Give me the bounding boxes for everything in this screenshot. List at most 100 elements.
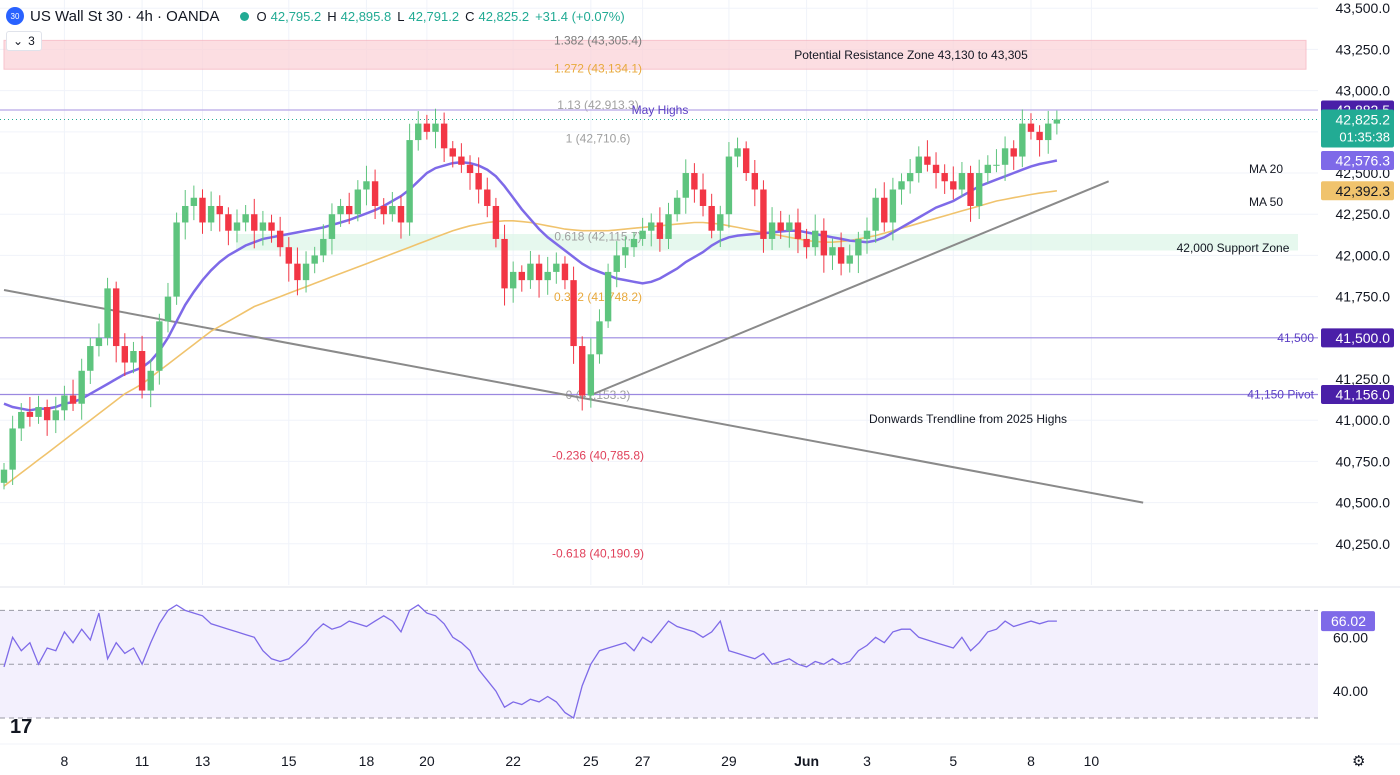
ma50-price-tag: 42,392.3 [1336, 183, 1391, 199]
x-tick-label: Jun [794, 753, 819, 769]
candle [52, 410, 59, 421]
high-value: 42,895.8 [340, 8, 392, 24]
rsi-tick-label: 60.00 [1333, 629, 1368, 645]
close-label: C [465, 8, 475, 24]
candle [397, 205, 405, 223]
candle [112, 288, 120, 347]
level-price-tag-bg [1321, 328, 1394, 348]
tradingview-logo-icon[interactable]: 17 [10, 716, 33, 738]
candle [156, 321, 163, 371]
candle [138, 351, 146, 391]
current-price-tag-bg [1321, 109, 1394, 148]
close-value: 42,825.2 [478, 8, 530, 24]
level-price-tag: 41,156.0 [1336, 387, 1391, 403]
candle [216, 205, 223, 215]
ma50-line [3, 190, 1058, 487]
candle [777, 222, 784, 231]
candle [233, 222, 241, 231]
candle [251, 214, 258, 231]
trendline [590, 180, 1110, 396]
candle [760, 189, 767, 239]
candle [794, 222, 802, 239]
zone-label: 42,000 Support Zone [1177, 241, 1290, 255]
candle [484, 189, 491, 206]
candle [837, 247, 845, 264]
candle [328, 214, 336, 239]
candle [268, 222, 275, 231]
candle [104, 288, 111, 338]
candle [35, 407, 42, 417]
change-value: +31.4 (+0.07%) [535, 8, 625, 24]
fib-level-label: 0.382 (41,748.2) [554, 290, 642, 304]
candle [182, 205, 189, 223]
fib-level-label: 1.382 (43,305.4) [554, 33, 642, 47]
fib-level-label: -0.618 (40,190.9) [552, 547, 644, 561]
candle [596, 321, 603, 355]
candle [984, 164, 992, 174]
candle [190, 197, 198, 206]
candle [492, 205, 500, 239]
candle [294, 263, 301, 281]
candle [906, 173, 914, 182]
candle [742, 148, 750, 174]
level-price-tag-bg [1321, 385, 1394, 405]
candle [225, 214, 232, 231]
x-tick-label: 3 [863, 753, 871, 769]
candle [78, 370, 85, 404]
fib-level-label: 1 (42,710.6) [566, 131, 631, 145]
horizontal-level-label: May Highs [632, 103, 689, 117]
candle [734, 148, 741, 157]
candle [967, 173, 974, 206]
candle [458, 156, 465, 165]
horizontal-level-label: 41,150 Pivot [1247, 388, 1314, 402]
candle [501, 238, 508, 289]
candle [803, 238, 810, 248]
candle [613, 255, 620, 272]
candle [9, 428, 16, 470]
rsi-tick-label: 40.00 [1333, 683, 1368, 699]
candle [587, 354, 595, 396]
ma50-price-tag-bg [1321, 181, 1394, 201]
gear-icon[interactable]: ⚙ [1352, 753, 1366, 770]
candle [579, 346, 586, 396]
fib-level-label: 1.13 (42,913.3) [557, 98, 638, 112]
candle [889, 189, 897, 223]
candle [466, 164, 474, 174]
candle [354, 189, 362, 215]
symbol-logo: 30 [6, 7, 24, 25]
candle [276, 230, 284, 248]
y-tick-label: 41,250.0 [1336, 371, 1391, 387]
candle [630, 238, 638, 248]
candle [751, 173, 759, 190]
open-value: 42,795.2 [270, 8, 322, 24]
candle [69, 395, 77, 404]
candle [432, 123, 439, 132]
candle [639, 230, 646, 239]
low-label: L [397, 8, 405, 24]
candle [130, 351, 137, 363]
x-tick-label: 25 [583, 753, 599, 769]
indicators-toggle-button[interactable]: ⌄ 3 [6, 31, 42, 51]
rsi-tag-bg [1321, 611, 1375, 632]
candle [820, 230, 828, 256]
candle [950, 181, 957, 190]
candle [544, 271, 551, 281]
level-price-tag: 41,500.0 [1336, 330, 1391, 346]
x-tick-label: 29 [721, 753, 737, 769]
candle [389, 205, 396, 215]
candle [656, 222, 664, 239]
candle [699, 189, 707, 206]
candle [95, 337, 103, 347]
candle [958, 173, 966, 190]
fib-level-label: 1.272 (43,134.1) [554, 62, 642, 76]
symbol-title[interactable]: US Wall St 30 · 4h · OANDA [30, 7, 220, 25]
candle [449, 148, 456, 157]
candle [924, 156, 931, 165]
candle [509, 271, 517, 289]
candle [147, 370, 154, 391]
candle [682, 173, 689, 198]
candle [363, 181, 370, 190]
candle [570, 280, 577, 347]
ma20-price-tag-bg [1321, 150, 1394, 170]
